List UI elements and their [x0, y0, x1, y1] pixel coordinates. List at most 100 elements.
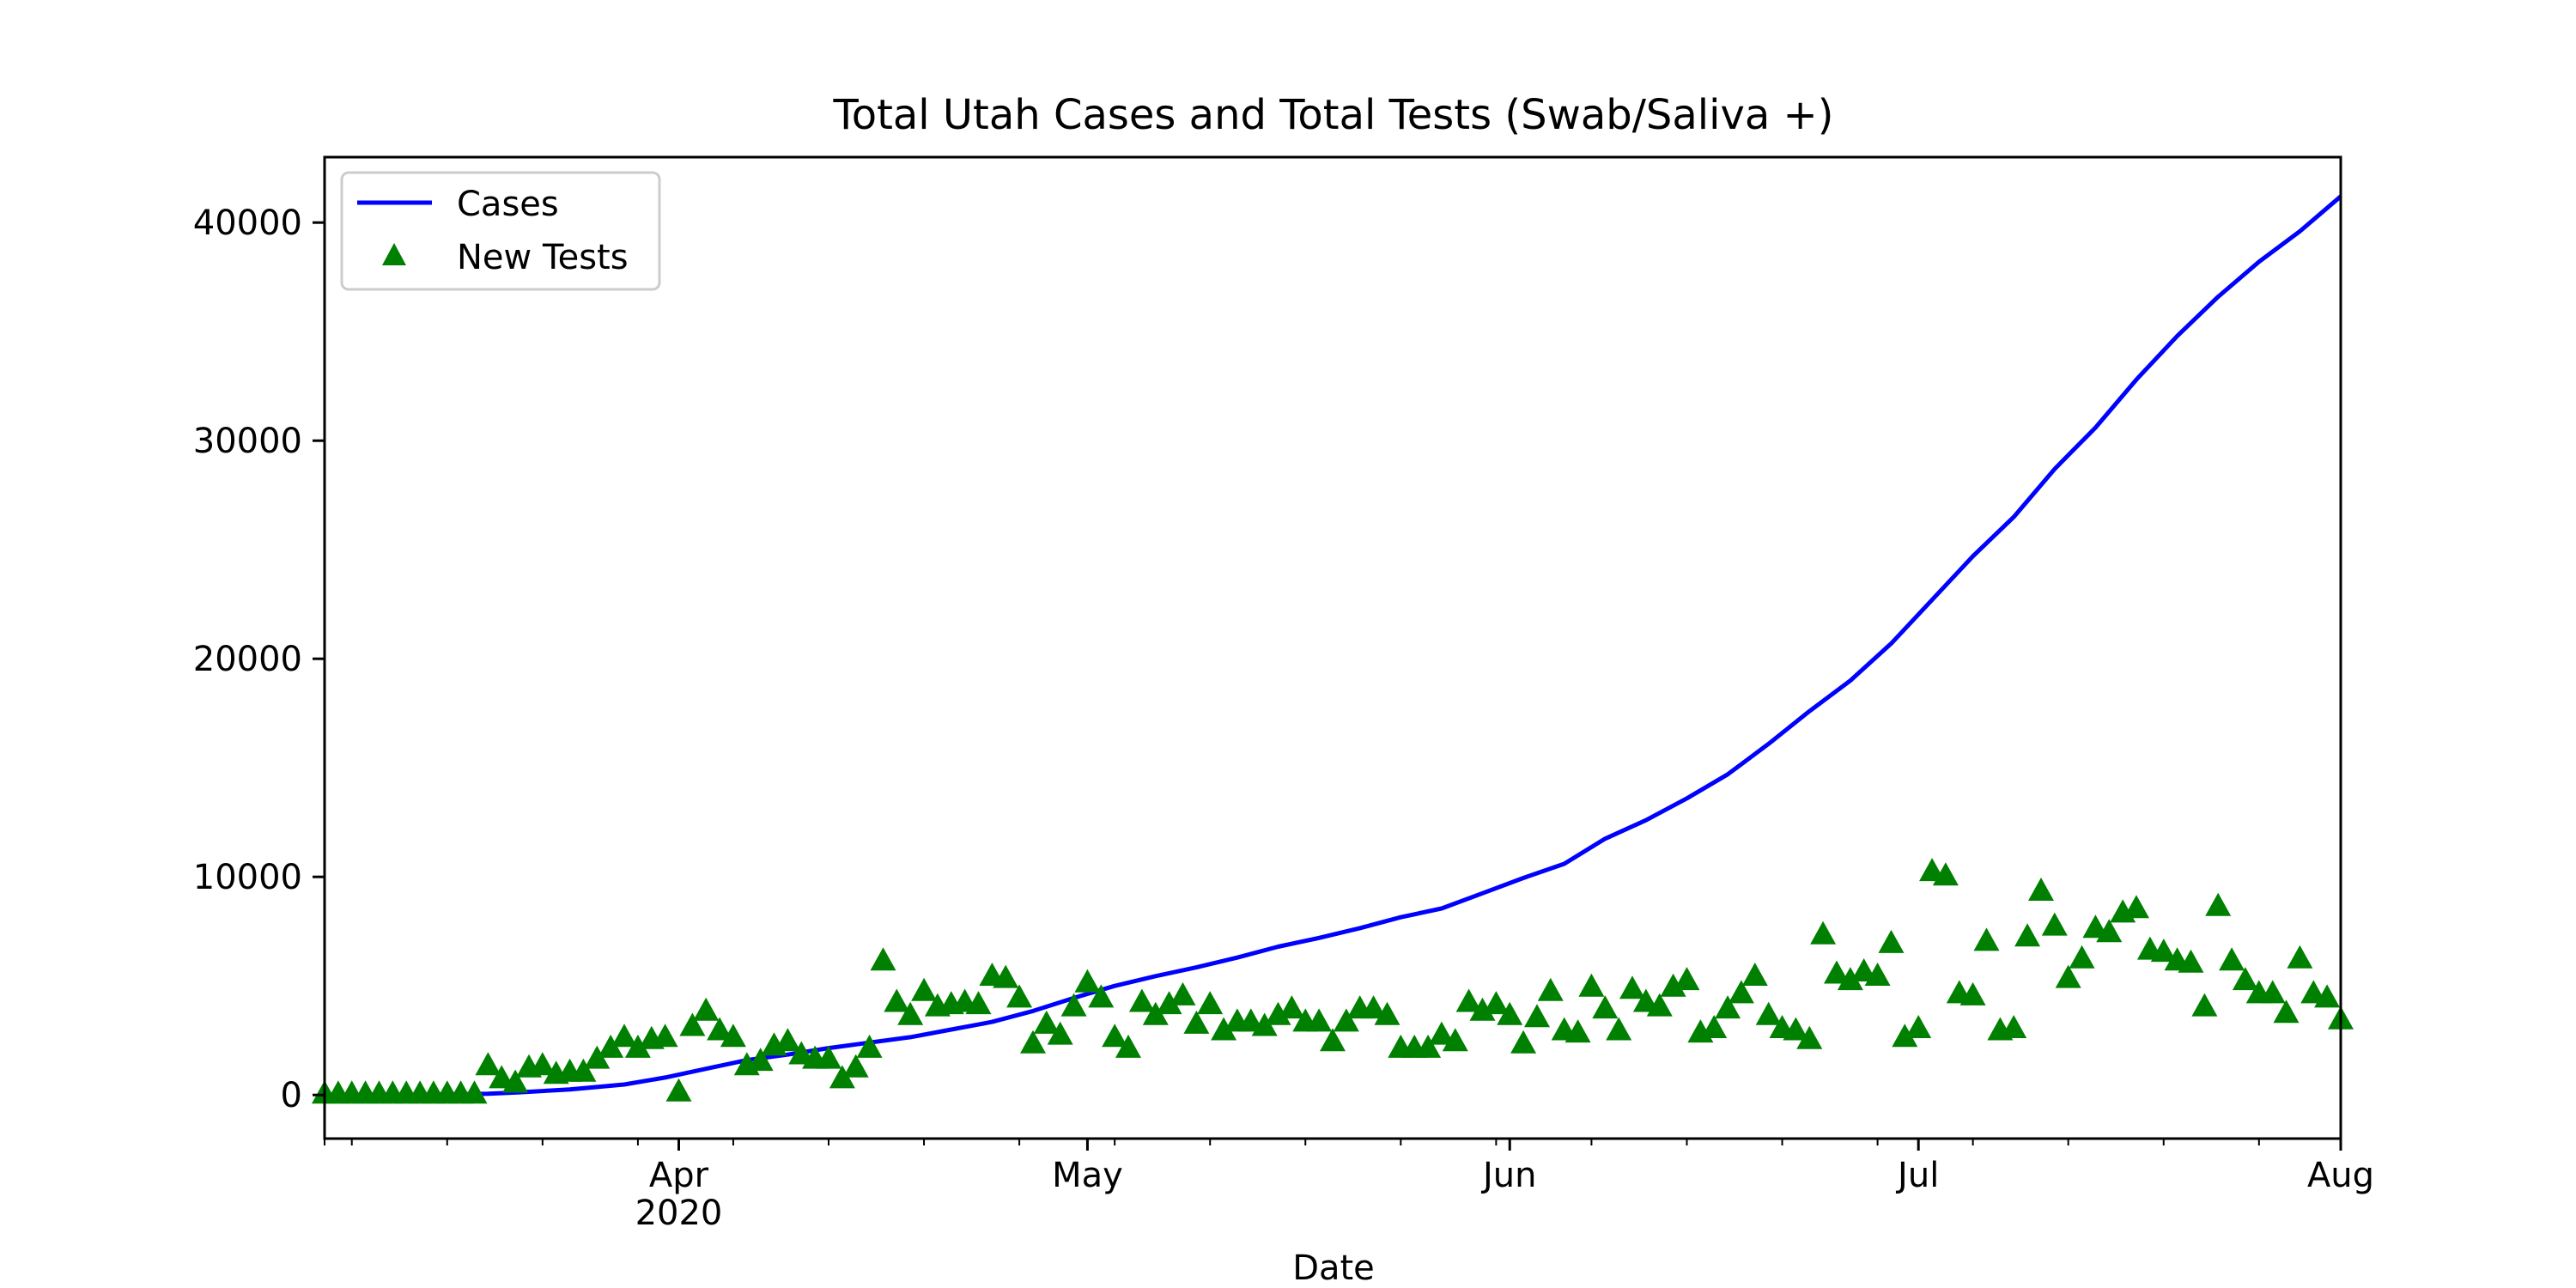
new-tests-point [1156, 991, 1182, 1015]
new-tests-point [2219, 947, 2245, 971]
new-tests-point [1415, 1034, 1442, 1058]
new-tests-point [2041, 912, 2068, 936]
legend-tests-marker [382, 243, 406, 265]
new-tests-point [2287, 945, 2313, 969]
new-tests-point [897, 1001, 924, 1025]
new-tests-point [1183, 1010, 1210, 1034]
new-tests-point [1033, 1010, 1060, 1034]
new-tests-point [1060, 993, 1087, 1017]
new-tests-point [1959, 981, 1986, 1005]
new-tests-point [1279, 995, 1305, 1019]
new-tests-point [2259, 980, 2286, 1004]
new-tests-point [475, 1052, 501, 1076]
new-tests-point [1142, 1001, 1169, 1025]
new-tests-point [570, 1058, 597, 1082]
x-axis-label: Date [1292, 1249, 1375, 1288]
x-tick-sublabel: 2020 [635, 1194, 723, 1233]
x-tick-label: Apr [649, 1156, 709, 1195]
x-tick-label: Jun [1480, 1156, 1537, 1195]
new-tests-point [747, 1048, 774, 1072]
new-tests-point [2001, 1015, 2027, 1038]
new-tests-point [502, 1069, 529, 1093]
new-tests-point [1592, 995, 1619, 1019]
new-tests-point [1088, 984, 1115, 1008]
new-tests-point [529, 1052, 556, 1076]
new-tests-point [1892, 1024, 1918, 1048]
new-tests-point [2028, 878, 2054, 901]
new-tests-point [1783, 1017, 1809, 1041]
y-tick-label: 20000 [193, 640, 302, 679]
new-tests-point [1741, 963, 1768, 986]
new-tests-point [1047, 1021, 1073, 1045]
new-tests-point [1524, 1004, 1550, 1028]
new-tests-point [584, 1045, 611, 1069]
new-tests-point [720, 1024, 746, 1048]
new-tests-point [1646, 993, 1673, 1017]
new-tests-point [2273, 999, 2300, 1024]
new-tests-point [652, 1024, 678, 1048]
new-tests-point [1102, 1024, 1128, 1048]
x-tick-label: May [1052, 1156, 1123, 1195]
new-tests-point [1837, 967, 1863, 991]
new-tests-point [911, 977, 938, 1001]
new-tests-point [816, 1045, 841, 1069]
new-tests-point [1374, 1001, 1400, 1025]
plot-series [312, 194, 2354, 1104]
new-tests-point [2123, 895, 2149, 919]
new-tests-point [2205, 892, 2232, 916]
new-tests-point [2232, 967, 2258, 991]
new-tests-point [693, 997, 720, 1021]
new-tests-point [1905, 1015, 1932, 1038]
new-tests-point [1715, 995, 1741, 1019]
new-tests-point [2069, 945, 2095, 969]
new-tests-point [665, 1078, 692, 1102]
new-tests-point [2014, 923, 2041, 947]
new-tests-point [2150, 939, 2177, 963]
new-tests-point [1537, 977, 1564, 1001]
new-tests-point [1824, 960, 1850, 984]
new-tests-point [884, 988, 910, 1012]
cases-line [324, 194, 2342, 1097]
new-tests-point [1006, 984, 1033, 1008]
new-tests-point [1932, 862, 1959, 886]
new-tests-point [1578, 973, 1605, 997]
new-tests-point [2191, 993, 2218, 1017]
new-tests-point [624, 1034, 651, 1058]
legend: Cases New Tests [340, 171, 661, 291]
new-tests-point [1211, 1017, 1237, 1041]
new-tests-point [1265, 1001, 1291, 1025]
new-tests-point [1878, 929, 1905, 953]
new-tests-point [2055, 964, 2081, 988]
new-tests-point [1428, 1021, 1455, 1045]
new-tests-point [1510, 1030, 1537, 1054]
new-tests-point [1442, 1028, 1468, 1052]
new-tests-point [707, 1017, 733, 1041]
new-tests-point [1360, 995, 1387, 1019]
new-tests-point [775, 1028, 801, 1052]
new-tests-point [1333, 1008, 1359, 1032]
new-tests-point [1660, 973, 1686, 997]
new-tests-point [1728, 980, 1754, 1004]
new-tests-point [1197, 991, 1224, 1015]
new-tests-point [1755, 1001, 1782, 1025]
new-tests-point [1020, 1030, 1046, 1054]
legend-tests-label: New Tests [457, 238, 629, 277]
new-tests-point [1606, 1017, 1632, 1041]
y-tick-label: 30000 [193, 422, 302, 461]
new-tests-point [829, 1065, 855, 1089]
new-tests-point [679, 1012, 706, 1036]
new-tests-point [1564, 1019, 1591, 1043]
new-tests-point [1306, 1008, 1333, 1032]
new-tests-point [1074, 969, 1101, 993]
new-tests-point [1483, 991, 1510, 1015]
new-tests-point [1619, 975, 1645, 999]
new-tests-point [1115, 1034, 1141, 1058]
new-tests-point [2178, 949, 2204, 973]
new-tests-point [1320, 1028, 1346, 1052]
new-tests-point [1864, 963, 1891, 986]
chart-title: Total Utah Cases and Total Tests (Swab/S… [833, 91, 1834, 139]
x-tick-label: Aug [2307, 1156, 2374, 1195]
new-tests-point [2096, 919, 2123, 943]
new-tests-point [1701, 1015, 1728, 1038]
